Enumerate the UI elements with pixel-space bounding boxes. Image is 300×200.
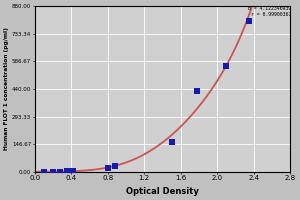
Point [195,89,200,92]
Point [247,20,252,23]
Point [105,166,110,170]
Text: B = 4.122346939
r = 0.99900367: B = 4.122346939 r = 0.99900367 [248,6,291,17]
Point [70,169,75,172]
Y-axis label: Human FLOT 1 concentration (pg/ml): Human FLOT 1 concentration (pg/ml) [4,28,9,150]
Point [41,170,46,173]
Point [64,170,69,173]
Point [112,165,117,168]
Point [169,140,174,143]
Point [50,170,55,173]
Point [58,170,63,173]
Point [224,65,229,68]
X-axis label: Optical Density: Optical Density [126,187,199,196]
